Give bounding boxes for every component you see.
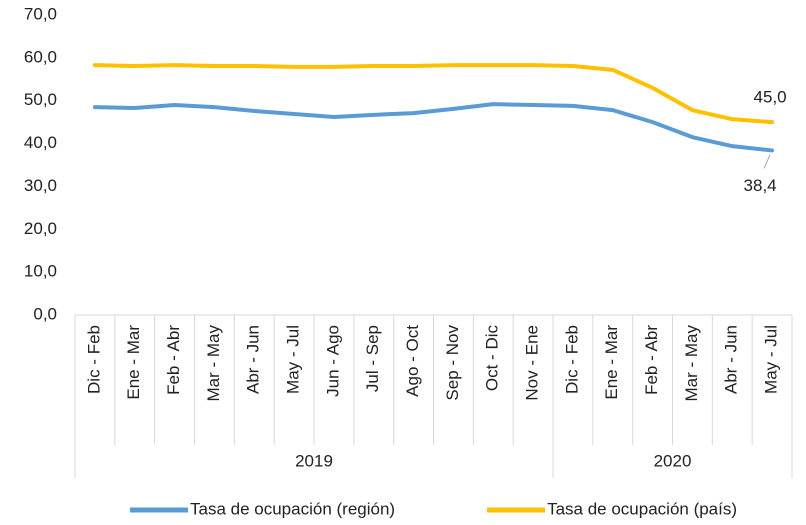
x-tick-label: Abr - Jun — [722, 325, 741, 394]
x-tick-label: May - Jul — [762, 325, 781, 394]
y-tick-label: 40,0 — [24, 133, 57, 152]
data-label: 38,4 — [744, 176, 777, 195]
y-tick-label: 30,0 — [24, 176, 57, 195]
series-line — [92, 102, 775, 153]
x-tick-label: Ene - Mar — [602, 325, 621, 400]
series-line — [92, 63, 775, 125]
x-tick-label: Oct - Dic — [483, 325, 502, 392]
x-tick-label: Abr - Jun — [244, 325, 263, 394]
x-tick-label: Feb - Abr — [164, 325, 183, 395]
y-tick-label: 20,0 — [24, 219, 57, 238]
y-tick-label: 60,0 — [24, 47, 57, 66]
x-tick-label: Feb - Abr — [642, 325, 661, 395]
group-label: 2019 — [295, 451, 333, 470]
x-tick-label: Mar - May — [204, 325, 223, 402]
y-tick-label: 50,0 — [24, 90, 57, 109]
x-tick-label: Mar - May — [682, 325, 701, 402]
label-leader — [763, 154, 771, 169]
x-tick-label: Jun - Ago — [323, 325, 342, 397]
legend-label: Tasa de ocupación (región) — [190, 499, 395, 518]
y-tick-label: 0,0 — [33, 304, 57, 323]
y-tick-label: 70,0 — [24, 4, 57, 23]
group-label: 2020 — [654, 451, 692, 470]
x-tick-label: Sep - Nov — [443, 325, 462, 401]
data-label: 45,0 — [754, 88, 787, 107]
x-tick-label: May - Jul — [284, 325, 303, 394]
x-tick-label: Dic - Feb — [562, 325, 581, 394]
x-tick-label: Ago - Oct — [403, 325, 422, 397]
x-tick-label: Jul - Sep — [363, 325, 382, 392]
x-tick-label: Nov - Ene — [523, 325, 542, 401]
legend-label: Tasa de ocupación (país) — [547, 499, 737, 518]
x-tick-label: Ene - Mar — [124, 325, 143, 400]
y-tick-label: 10,0 — [24, 262, 57, 281]
x-tick-label: Dic - Feb — [84, 325, 103, 394]
